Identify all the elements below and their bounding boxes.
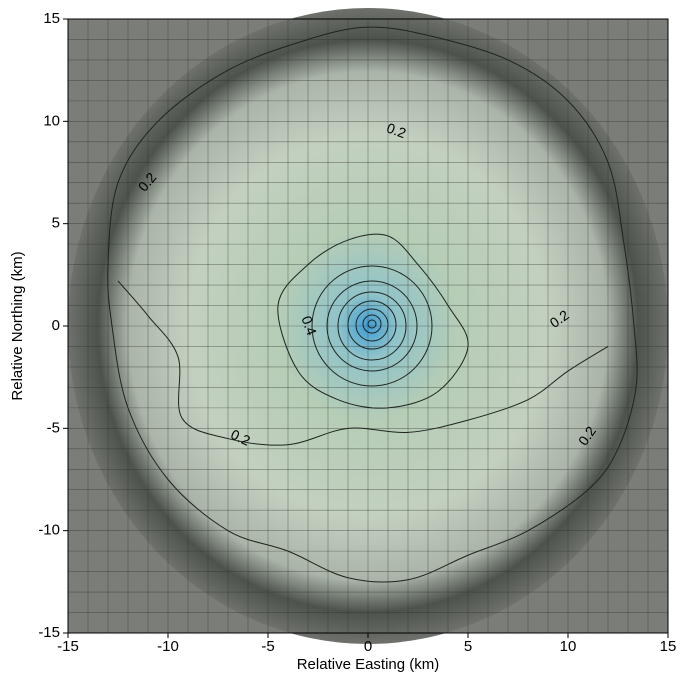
y-tick-label: -10 bbox=[38, 522, 60, 539]
chart: 0.20.20.20.20.20.4 Relative Easting (km)… bbox=[0, 0, 686, 684]
x-tick-label: -5 bbox=[261, 638, 274, 655]
x-tick-label: 10 bbox=[560, 638, 577, 655]
y-tick-label: 10 bbox=[43, 112, 60, 129]
x-tick-label: 0 bbox=[364, 638, 372, 655]
y-tick-label: 5 bbox=[52, 215, 60, 232]
x-tick-label: -15 bbox=[57, 638, 79, 655]
y-axis-label: Relative Northing (km) bbox=[9, 251, 26, 400]
x-tick-label: 15 bbox=[660, 638, 677, 655]
x-axis-label: Relative Easting (km) bbox=[297, 656, 440, 673]
x-tick-label: 5 bbox=[464, 638, 472, 655]
y-tick-label: 0 bbox=[52, 317, 60, 334]
y-tick-label: -5 bbox=[47, 419, 60, 436]
x-tick-label: -10 bbox=[157, 638, 179, 655]
y-tick-label: 15 bbox=[43, 10, 60, 27]
y-tick-label: -15 bbox=[38, 624, 60, 641]
